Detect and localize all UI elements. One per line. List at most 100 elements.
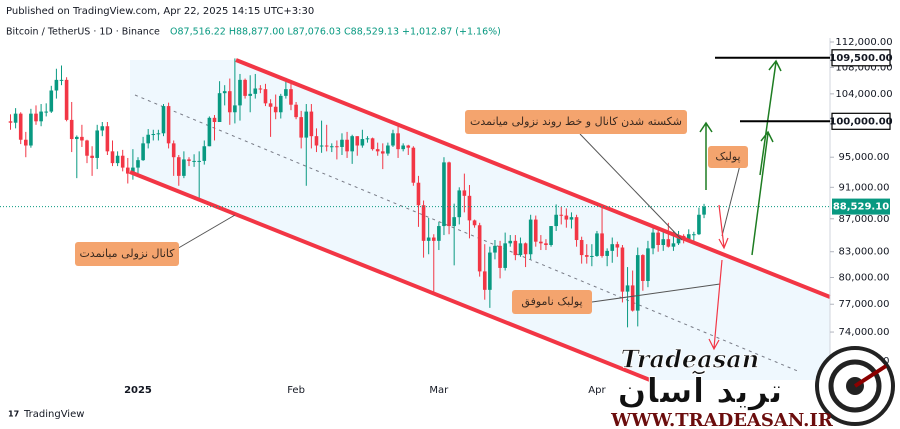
candle-body [584, 255, 589, 257]
candle-body [59, 79, 64, 81]
candle-body [554, 214, 558, 227]
candle-body [503, 243, 507, 268]
candle-body [222, 91, 227, 94]
candle-body [416, 182, 421, 206]
x-tick-label: Feb [287, 385, 305, 396]
candle-body [294, 104, 298, 118]
channel-drawing [130, 60, 830, 380]
arrow-up [759, 59, 782, 176]
candle-body [513, 240, 518, 256]
candle-body [39, 111, 43, 122]
y-tick-label: 91,000.00 [839, 182, 890, 193]
candle-body [299, 117, 303, 138]
candle-body [13, 113, 18, 123]
candle-body [437, 226, 441, 241]
candle-body [253, 88, 258, 94]
candle-body [477, 225, 482, 272]
candle-body [110, 151, 115, 164]
candle-body [80, 136, 84, 141]
candle-body [202, 146, 207, 161]
candle-body [610, 244, 615, 251]
candle-body [498, 245, 502, 268]
candle-body [692, 234, 696, 236]
candle-body [539, 241, 543, 244]
candle-body [319, 145, 324, 147]
y-tick-label: 95,000.00 [839, 152, 890, 163]
candle-body [248, 93, 252, 96]
watermark-url: WWW.TRADEASAN.IR [610, 410, 834, 429]
candle-body [49, 90, 54, 112]
candle-body [697, 214, 701, 235]
candle-body [421, 205, 426, 241]
watermark-brand: Tradeasan [621, 345, 759, 374]
candle-body [447, 162, 451, 227]
candle-body [686, 234, 691, 240]
candle-body [360, 139, 365, 146]
x-tick-label: 2025 [124, 385, 152, 396]
ohlc: O87,516.22 H88,877.00 L87,076.03 C88,529… [170, 27, 501, 38]
level-box [831, 112, 891, 130]
candle-body [192, 160, 196, 162]
candle-body [8, 121, 13, 123]
candle-body [544, 243, 548, 246]
logo-arrow [853, 364, 888, 388]
y-tick-label: 87,000.00 [839, 214, 890, 225]
candle-body [600, 233, 604, 256]
candle-body [431, 237, 436, 241]
candle-body [345, 139, 349, 152]
candle-body [641, 255, 645, 281]
candle-body [549, 226, 553, 246]
candle-body [238, 79, 242, 106]
tv-logo: 17 [8, 410, 19, 419]
candle-body [386, 145, 390, 154]
candle-body [523, 243, 528, 255]
pointer [591, 283, 721, 303]
candle-body [666, 239, 671, 247]
candle-body [401, 145, 405, 150]
overlay: کانال نزولی میانمدت شکسته شدن کانال و خط… [75, 58, 831, 382]
level-label: 100,000.00 [829, 116, 892, 127]
candle-body [380, 151, 385, 154]
candle-body [406, 145, 411, 148]
candle-body [559, 214, 564, 216]
candle-body [278, 95, 283, 113]
candle-body [156, 133, 161, 135]
red-arrows [708, 204, 729, 351]
candle-body [85, 140, 89, 156]
candle-body [131, 167, 135, 174]
candle-body [34, 113, 38, 122]
candle-body [24, 139, 28, 146]
candle-body [329, 146, 334, 148]
candle-body [69, 119, 74, 140]
candle-body [656, 232, 660, 246]
candle-body [258, 88, 263, 90]
candle-body [579, 240, 584, 256]
annotation-box [708, 146, 748, 168]
arrow-up [751, 130, 774, 256]
candle-body [508, 240, 513, 244]
candle-body [284, 89, 288, 96]
candle-body [615, 244, 620, 248]
candle-body [595, 233, 599, 256]
y-tick-label: 108,000.00 [835, 62, 892, 73]
annotation: پولبک [715, 150, 740, 163]
candle-body [355, 136, 360, 146]
last-price-label: 88,529.10 [833, 202, 889, 213]
last-price-box [832, 198, 890, 215]
annotation: پولبک ناموفق [521, 295, 582, 309]
candle-body [207, 117, 212, 147]
candle-body [197, 160, 201, 162]
candle-body [574, 217, 579, 241]
candle-body [630, 285, 635, 311]
watermark: Tradeasan ترید آسان WWW.TRADEASAN.IR [610, 344, 895, 429]
candle-body [74, 136, 79, 140]
candle-body [661, 239, 666, 246]
candle-body [227, 91, 232, 113]
candle-body [273, 106, 278, 113]
candle-body [482, 271, 487, 290]
y-tick-label: 112,000.00 [835, 37, 892, 48]
candle-body [442, 162, 446, 227]
axes: 112,000.00 108,000.00 104,000.00 100,000.00… [0, 37, 893, 398]
candle-body [100, 126, 105, 131]
